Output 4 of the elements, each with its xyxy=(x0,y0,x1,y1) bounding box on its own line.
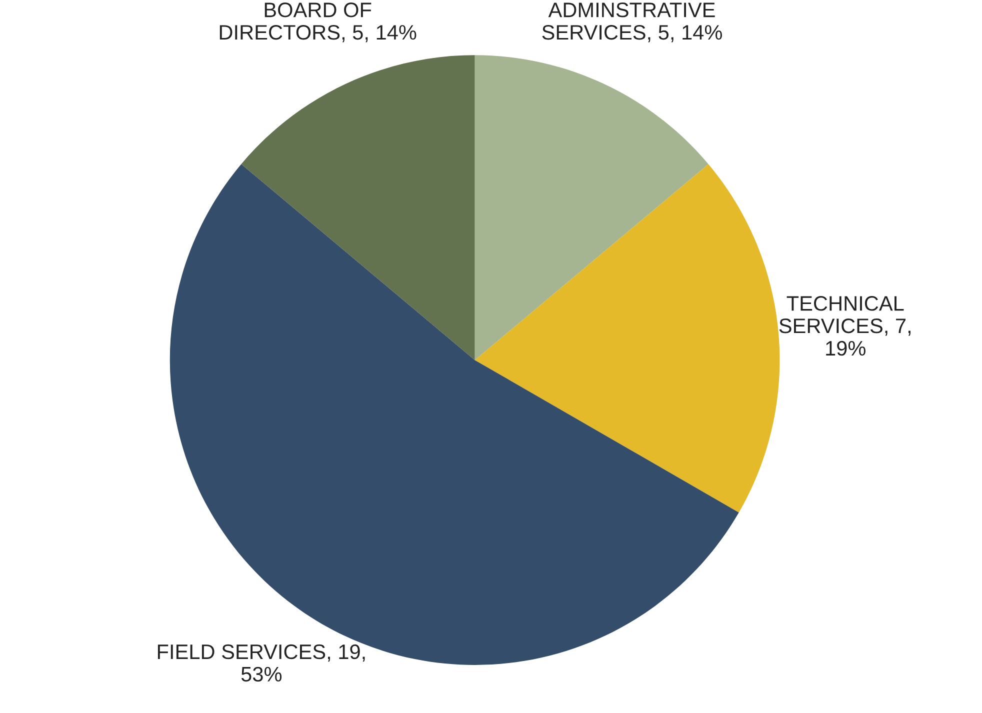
slice-label: FIELD SERVICES, 19, 53% xyxy=(158,644,365,682)
slice-label: BOARD OF DIRECTORS, 5, 14% xyxy=(220,2,416,42)
slice-label: ADMINSTRATIVE SERVICES, 5, 14% xyxy=(542,2,722,42)
slice-label: TECHNICAL SERVICES, 7, 19% xyxy=(779,296,910,356)
